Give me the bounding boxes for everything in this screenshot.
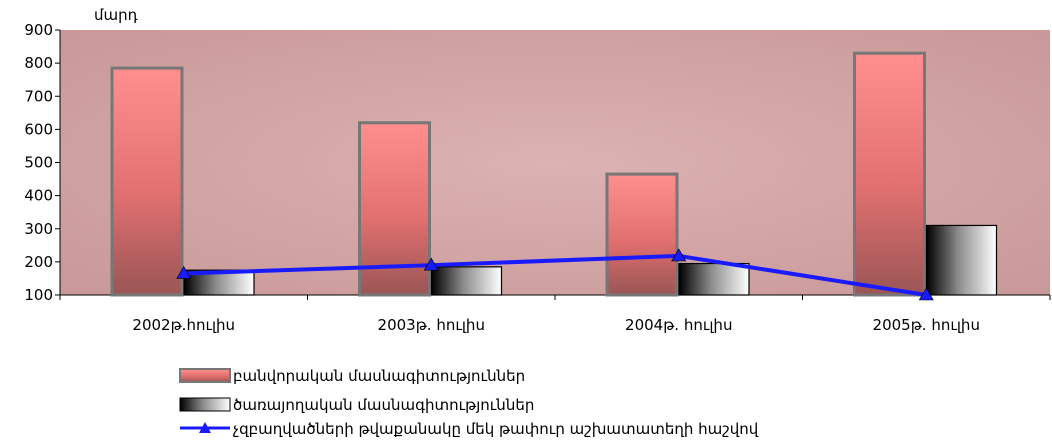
y-tick-label: 500 [24, 154, 53, 172]
line-series [176, 248, 934, 301]
x-tick-label: 2002թ.հուլիս [132, 316, 235, 334]
line-point-unemployed-ratio [918, 287, 934, 301]
line-point-unemployed-ratio [423, 257, 439, 271]
legend-item-unemployed-ratio: չզբաղվածների թվաքանակը մեկ թափուր աշխատա… [180, 420, 759, 438]
x-tick-label: 2003թ. հուլիս [378, 316, 485, 334]
y-tick-label: 800 [24, 54, 53, 72]
y-tick-label: 900 [24, 21, 53, 39]
y-axis-unit-label: մարդ [94, 6, 138, 24]
y-tick-label: 100 [24, 286, 53, 304]
legend-swatch-employees [179, 397, 231, 412]
legend-item-employees: ծառայողական մասնագիտություններ [179, 396, 534, 414]
line-point-unemployed-ratio [176, 265, 192, 279]
legend-label-workers: բանվորական մասնագիտություններ [233, 367, 525, 385]
legend-swatch-workers [179, 368, 231, 383]
legend: բանվորական մասնագիտություններ ծառայողակա… [179, 367, 759, 438]
legend-marker-unemployed-ratio [199, 422, 211, 433]
bar-employees [678, 262, 750, 296]
y-tick-label: 600 [24, 120, 53, 138]
bar-workers [853, 51, 926, 297]
bar-employees [925, 224, 998, 296]
y-tick-label: 700 [24, 87, 53, 105]
legend-item-workers: բանվորական մասնագիտություններ [179, 367, 525, 385]
x-axis-ticks: 2002թ.հուլիս 2003թ. հուլիս 2004թ. հուլիս 20… [59, 295, 1051, 334]
legend-label-employees: ծառայողական մասնագիտություններ [233, 396, 534, 414]
bar-workers [110, 66, 184, 297]
legend-label-unemployed-ratio: չզբաղվածների թվաքանակը մեկ թափուր աշխատա… [233, 420, 759, 438]
line-point-unemployed-ratio [671, 248, 687, 262]
x-tick-label: 2004թ. հուլիս [625, 316, 732, 334]
y-axis-ticks: 100 200 300 400 500 600 700 800 900 [24, 21, 60, 304]
y-tick-label: 200 [24, 253, 53, 271]
bar-employees [430, 266, 503, 296]
y-tick-label: 300 [24, 220, 53, 238]
line-unemployed-ratio [183, 253, 927, 297]
bar-workers [605, 172, 679, 297]
x-tick-label: 2005թ. հուլիս [873, 316, 980, 334]
y-tick-label: 400 [24, 187, 53, 205]
